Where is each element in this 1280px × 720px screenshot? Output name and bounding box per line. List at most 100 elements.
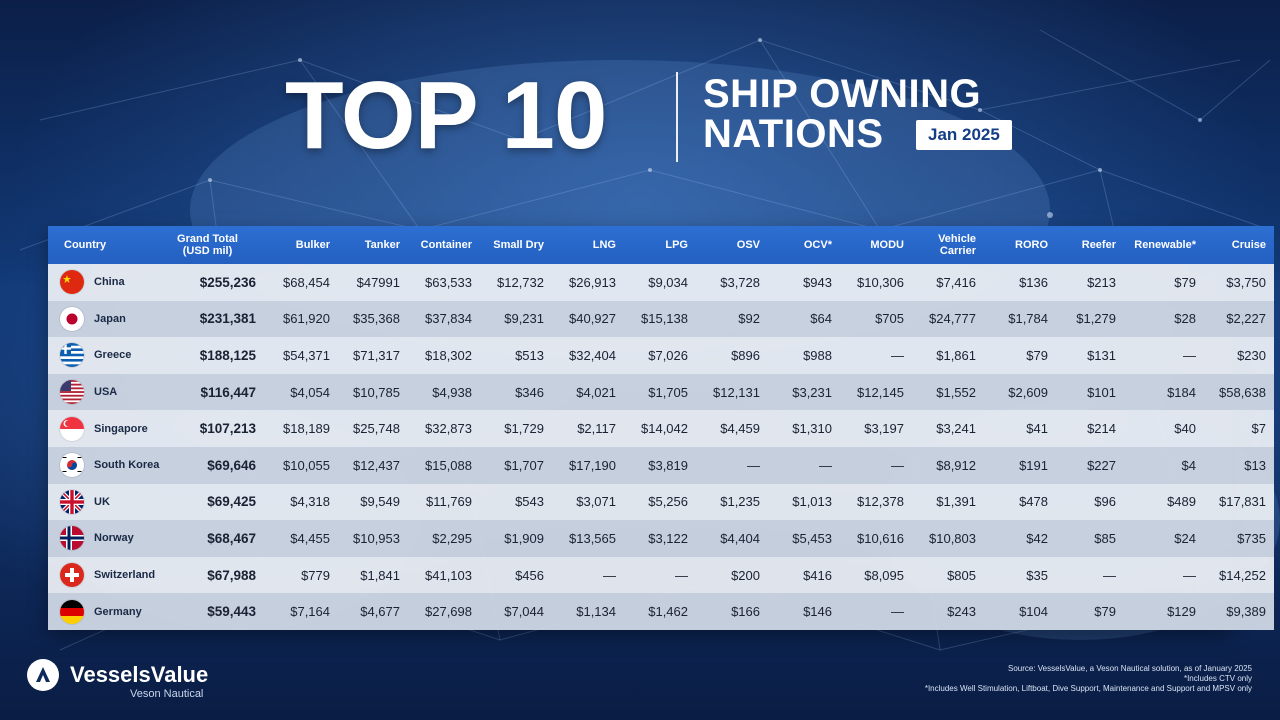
value-cell: $10,306 <box>857 274 904 290</box>
country-cell: Singapore <box>48 410 149 447</box>
switzerland-flag-icon <box>60 563 84 588</box>
value-cell: $4,318 <box>290 494 330 510</box>
china-flag-icon <box>60 270 84 295</box>
value-cell: $24 <box>1174 530 1196 546</box>
country-name: Greece <box>94 349 132 362</box>
value-cell: $9,034 <box>648 274 688 290</box>
value-cell: $1,861 <box>936 347 976 363</box>
value-cell: — <box>891 347 904 363</box>
value-cell: $14,042 <box>641 421 688 437</box>
column-header-line: OCV* <box>803 239 832 251</box>
column-header: Cruise <box>1204 226 1274 264</box>
value-cell: $1,310 <box>792 421 832 437</box>
value-cell: $416 <box>803 567 832 583</box>
value-cell: $12,437 <box>353 457 400 473</box>
country-name: Switzerland <box>94 569 156 582</box>
value-cell: — <box>1183 347 1196 363</box>
column-header: LNG <box>552 226 624 264</box>
value-cell: $92 <box>738 311 760 327</box>
table-row: Germany $59,443 $7,164 $4,677 $27,698 $7,044 $… <box>48 593 1274 630</box>
value-cell: $17,831 <box>1219 494 1266 510</box>
value-cell: $14,252 <box>1219 567 1266 583</box>
value-cell: $12,732 <box>497 274 544 290</box>
value-cell: $4,021 <box>576 384 616 400</box>
value-cell: $346 <box>515 384 544 400</box>
column-header-line: Container <box>420 239 472 251</box>
value-cell: $7,026 <box>648 347 688 363</box>
column-header-line: Vehicle <box>938 233 976 245</box>
column-header-line: Reefer <box>1081 239 1116 251</box>
footnote-modu: *Includes Well Stimulation, Liftboat, Di… <box>924 684 1252 693</box>
value-cell: $1,707 <box>504 457 544 473</box>
country-name: South Korea <box>94 459 160 472</box>
title-line-2: NATIONS <box>703 112 884 156</box>
value-cell: — <box>603 567 616 583</box>
column-header-line: Bulker <box>295 239 330 251</box>
value-cell: $12,378 <box>857 494 904 510</box>
table-row: Singapore $107,213 $18,189 $25,748 $32,873 $1… <box>48 410 1274 447</box>
value-cell: $15,088 <box>425 457 472 473</box>
value-cell: $7,044 <box>504 604 544 620</box>
value-cell: $988 <box>803 347 832 363</box>
value-cell: $1,784 <box>1008 311 1048 327</box>
value-cell: $58,638 <box>1219 384 1266 400</box>
value-cell: $17,190 <box>569 457 616 473</box>
value-cell: $63,533 <box>425 274 472 290</box>
value-cell: $37,834 <box>425 311 472 327</box>
grand-total-cell: $68,467 <box>207 530 256 546</box>
grand-total-cell: $59,443 <box>207 604 256 620</box>
logo-subtitle: Veson Nautical <box>130 688 204 700</box>
value-cell: $32,873 <box>425 421 472 437</box>
column-header-line: Small Dry <box>493 239 544 251</box>
logo-name: VesselsValue <box>70 662 209 687</box>
value-cell: $7,416 <box>936 274 976 290</box>
title-top10: TOP 10 <box>285 62 607 169</box>
column-header-line: Grand Total <box>177 233 238 245</box>
value-cell: $4,677 <box>360 604 400 620</box>
title-subtitle: SHIP OWNING NATIONS <box>703 74 981 154</box>
column-header: Bulker <box>266 226 338 264</box>
value-cell: $9,389 <box>1226 604 1266 620</box>
value-cell: — <box>891 457 904 473</box>
value-cell: $28 <box>1174 311 1196 327</box>
value-cell: $2,609 <box>1008 384 1048 400</box>
country-name: UK <box>94 495 110 508</box>
value-cell: $15,138 <box>641 311 688 327</box>
country-cell: Switzerland <box>48 557 155 594</box>
grand-total-cell: $107,213 <box>199 421 256 437</box>
value-cell: $10,785 <box>353 384 400 400</box>
value-cell: $456 <box>515 567 544 583</box>
column-header-line: Tanker <box>364 239 400 251</box>
value-cell: $3,231 <box>792 384 832 400</box>
value-cell: $3,241 <box>936 421 976 437</box>
value-cell: $1,729 <box>504 421 544 437</box>
vesselsvalue-logo-icon <box>27 659 59 691</box>
footnotes: Source: VesselsValue, a Veson Nautical s… <box>925 664 1252 694</box>
country-cell: China <box>48 264 149 301</box>
value-cell: $4 <box>1181 457 1196 473</box>
value-cell: $779 <box>301 567 330 583</box>
date-badge: Jan 2025 <box>916 120 1012 150</box>
value-cell: $896 <box>731 347 760 363</box>
value-cell: $9,549 <box>360 494 400 510</box>
value-cell: $5,453 <box>792 530 832 546</box>
value-cell: $146 <box>803 604 832 620</box>
column-header-line: LNG <box>592 239 616 251</box>
table-header-row: Country Grand Total (USD mil) Bulker Tanker C… <box>48 226 1274 264</box>
country-cell: UK <box>48 484 149 521</box>
column-header: Renewable* <box>1124 226 1204 264</box>
value-cell: $2,227 <box>1226 311 1266 327</box>
value-cell: $96 <box>1094 494 1116 510</box>
value-cell: $26,913 <box>569 274 616 290</box>
value-cell: $13,565 <box>569 530 616 546</box>
table-row: Norway $68,467 $4,455 $10,953 $2,295 $1,909 $1… <box>48 520 1274 557</box>
value-cell: $131 <box>1087 347 1116 363</box>
value-cell: $10,055 <box>283 457 330 473</box>
value-cell: $1,013 <box>792 494 832 510</box>
value-cell: $214 <box>1087 421 1116 437</box>
greece-flag-icon <box>60 343 84 368</box>
value-cell: $35,368 <box>353 311 400 327</box>
table-row: UK $69,425 $4,318 $9,549 $11,769 $543 $3,071 $5… <box>48 483 1274 521</box>
country-name: USA <box>94 386 118 399</box>
country-name: Singapore <box>94 422 148 435</box>
